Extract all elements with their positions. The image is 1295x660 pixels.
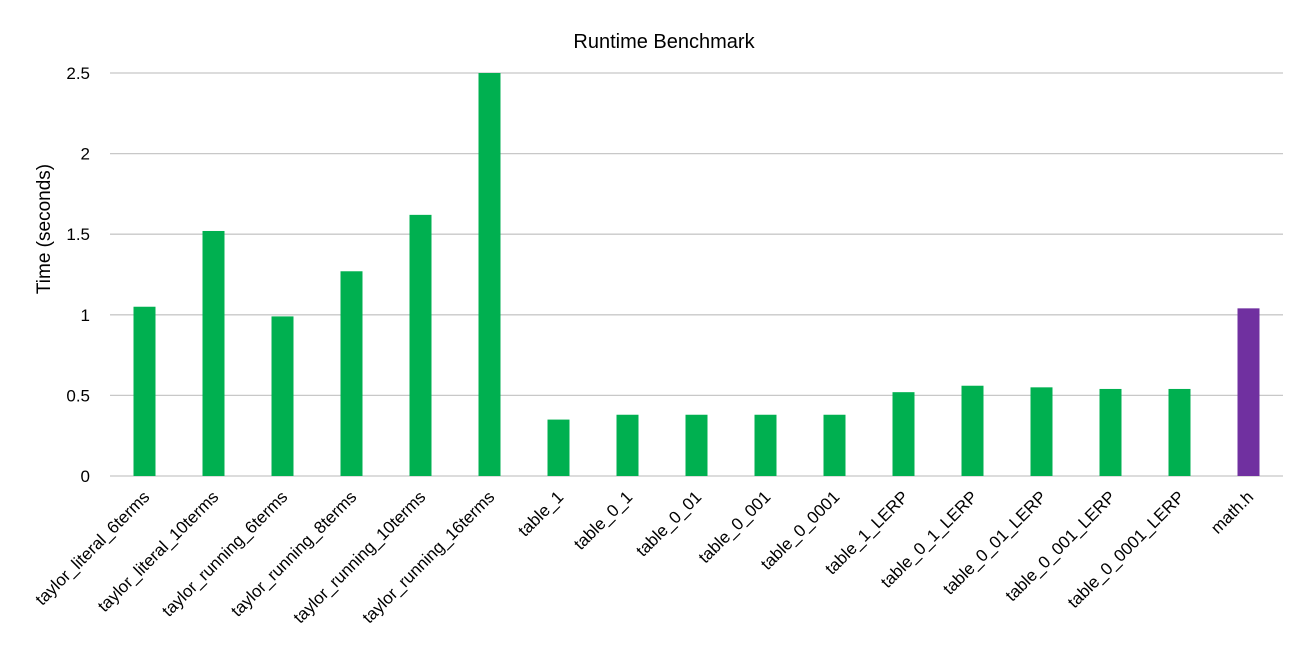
y-tick-label: 1.5 — [66, 225, 90, 244]
x-tick-label: taylor_running_16terms — [359, 487, 499, 627]
bar-table-0-0001 — [823, 414, 846, 476]
y-tick-label: 0 — [81, 467, 90, 486]
y-tick-label: 2.5 — [66, 64, 90, 83]
x-axis-tick-labels: taylor_literal_6termstaylor_literal_10te… — [32, 487, 1258, 627]
x-tick-label: taylor_running_8terms — [227, 487, 360, 620]
bar-taylor-running-6terms — [271, 316, 294, 476]
x-tick-label: taylor_running_6terms — [158, 487, 291, 620]
x-tick-label: math.h — [1207, 487, 1257, 537]
x-tick-label: table_1 — [514, 487, 567, 540]
x-tick-label: table_0_0001_LERP — [1064, 487, 1188, 611]
bar-math-h — [1237, 308, 1260, 476]
bar-table-0-01-lerp — [1030, 387, 1053, 476]
bar-taylor-running-10terms — [409, 214, 432, 476]
bar-table-0-001-lerp — [1099, 388, 1122, 476]
x-tick-label: table_0_1 — [570, 487, 636, 553]
y-tick-label: 1 — [81, 306, 90, 325]
bars — [133, 73, 1260, 476]
y-tick-label: 0.5 — [66, 386, 90, 405]
chart-title: Runtime Benchmark — [573, 31, 755, 53]
bar-taylor-running-8terms — [340, 271, 363, 476]
bar-taylor-literal-10terms — [202, 230, 225, 476]
x-tick-label: table_0_01 — [632, 487, 705, 560]
bar-table-0-1-lerp — [961, 385, 984, 476]
y-axis-tick-labels: 0 0.5 1 1.5 2 2.5 — [66, 64, 90, 486]
bar-taylor-running-16terms — [478, 73, 501, 476]
x-tick-label: taylor_literal_6terms — [32, 487, 154, 609]
bar-table-0-0001-lerp — [1168, 388, 1191, 476]
bar-table-0-01 — [685, 414, 708, 476]
y-tick-label: 2 — [81, 145, 90, 164]
bar-table-1-lerp — [892, 392, 915, 476]
bar-table-1 — [547, 419, 570, 476]
y-axis-label: Time (seconds) — [34, 164, 55, 294]
bar-table-0-001 — [754, 414, 777, 476]
x-tick-label: taylor_running_10terms — [290, 487, 430, 627]
bar-taylor-literal-6terms — [133, 306, 156, 476]
bar-table-0-1 — [616, 414, 639, 476]
gridlines — [110, 72, 1283, 477]
x-tick-label: taylor_literal_10terms — [94, 487, 222, 615]
